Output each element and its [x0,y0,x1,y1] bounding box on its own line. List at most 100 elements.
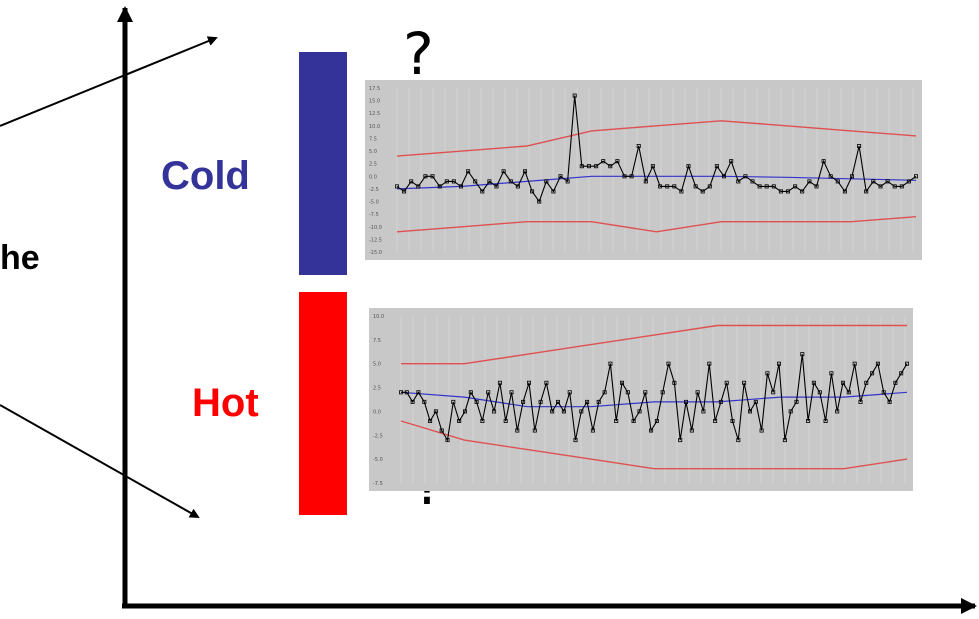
cold-tick-label: 5.0 [369,149,377,155]
hot-data-point [602,390,607,395]
cold-upper-limit-line [396,120,917,157]
hot-data-point [631,419,636,424]
hot-data-point [718,399,723,404]
cold-data-point [615,159,620,164]
cold-tick-label: 0.0 [369,174,377,180]
hot-data-point [596,399,601,404]
hot-data-point [480,419,485,424]
cold-data-point [430,174,435,179]
hot-tick-label: 0.0 [373,409,381,415]
cold-data-point [906,179,911,184]
hot-data-point [817,390,822,395]
hot-data-point [852,361,857,366]
cold-data-point [885,179,890,184]
cold-data-point [466,169,471,174]
cold-data-point [515,184,520,189]
cold-data-point [721,174,726,179]
hot-data-point [683,399,688,404]
hot-data-point [660,390,665,395]
cold-tick-label: 7.5 [369,136,377,142]
cold-data-point [480,189,485,194]
cold-data-point [686,164,691,169]
cold-data-point [451,179,456,184]
hot-data-point [747,409,752,414]
cold-control-chart: 17.5 15.0 12.5 10.0 7.5 5.0 2.5 0.0 -2.5 -5.0 -7.5… [365,80,922,260]
hot-data-point [870,371,875,376]
cold-data-point [793,184,798,189]
hot-data-point [428,419,433,424]
cold-data-point [814,184,819,189]
cold-tick-label: 15.0 [369,99,380,105]
cold-data-point [679,189,684,194]
hot-data-point [753,399,758,404]
hot-data-point [398,390,403,395]
cold-data-point [771,184,776,189]
cold-data-point [835,179,840,184]
cold-data-point [601,159,606,164]
cold-data-point [658,184,663,189]
cold-data-point [594,164,599,169]
cold-tick-label: -12.5 [369,237,382,243]
cold-data-point [864,189,869,194]
hot-data-point [701,409,706,414]
cold-bar [299,52,347,275]
cold-data-point [871,179,876,184]
cold-data-point [750,179,755,184]
hot-bar [299,292,347,515]
hot-mean-line [400,391,908,408]
hot-lower-limit-line [400,420,908,470]
cold-data-point [729,159,734,164]
hot-data-point [771,390,776,395]
hot-tick-label: -5.0 [373,457,383,463]
cold-data-point [394,184,399,189]
cold-data-point [899,184,904,189]
hot-upper-limit-line [401,324,907,365]
cold-tick-label: -15.0 [369,250,382,256]
cold-data-point [892,184,897,189]
hot-tick-label: 5.0 [373,362,381,368]
hot-data-point [538,399,543,404]
hot-data-point [736,438,741,443]
hot-data-point [806,419,811,424]
hot-data-point [893,380,898,385]
cold-data-point [530,189,535,194]
hot-data-point [573,438,578,443]
hot-data-point [579,409,584,414]
cold-data-point [800,189,805,194]
cold-data-point [551,189,556,194]
cold-data-point [572,93,577,98]
hot-control-chart: 10.0 7.5 5.0 2.5 0.0 -2.5 -5.0 -7.5 [369,308,913,491]
cold-data-point [707,184,712,189]
hot-tick-label: -2.5 [373,433,383,439]
hot-data-point [782,438,787,443]
hot-data-point [829,371,834,376]
cold-data-point [778,189,783,194]
hot-data-point [468,390,473,395]
hot-data-point [689,428,694,433]
cold-data-point [444,179,449,184]
hot-data-point [864,380,869,385]
hot-data-point [509,390,514,395]
hot-data-point [515,428,520,433]
hot-data-point [730,419,735,424]
hot-data-point [614,419,619,424]
hot-data-point [422,399,427,404]
hot-data-point [899,371,904,376]
cold-tick-label: 10.0 [369,124,380,130]
hot-data-point [759,428,764,433]
cold-data-point [807,179,812,184]
hot-data-point [457,419,462,424]
cold-tick-label: 2.5 [369,162,377,168]
hot-data-point [654,419,659,424]
cold-data-point [402,189,407,194]
hot-data-point [666,361,671,366]
hot-data-point [887,399,892,404]
hot-series-line [401,354,908,442]
cold-tick-label: -10.0 [369,225,382,231]
hot-data-point [858,399,863,404]
cold-data-point [508,179,513,184]
hot-data-point [416,390,421,395]
cold-data-point [537,199,542,204]
hot-data-point [678,438,683,443]
hot-data-point [823,419,828,424]
